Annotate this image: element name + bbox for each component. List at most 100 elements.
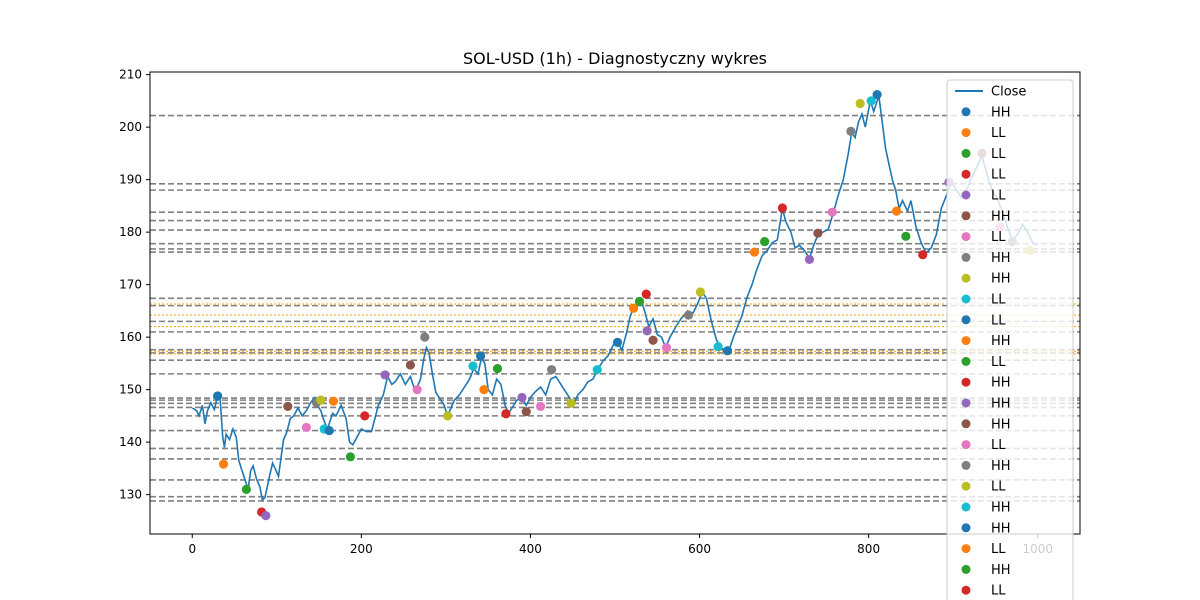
swing-point-marker <box>517 392 527 403</box>
legend-label: LL <box>991 230 1006 245</box>
swing-point-marker <box>846 126 856 136</box>
swing-point-marker <box>749 247 760 257</box>
legend-marker-swatch <box>961 419 971 429</box>
swing-point-marker <box>918 250 928 260</box>
swing-point-marker <box>479 385 489 395</box>
swing-point-marker <box>405 360 415 370</box>
legend-marker-swatch <box>961 211 971 221</box>
y-tick-label: 160 <box>119 330 142 344</box>
x-axis: 02004006008001000 <box>188 534 1053 556</box>
legend-label: HH <box>991 397 1011 412</box>
swing-point-marker <box>634 296 645 307</box>
legend-label: LL <box>991 355 1006 370</box>
legend-label: HH <box>991 459 1011 474</box>
x-tick-label: 400 <box>519 542 542 556</box>
legend-marker-swatch <box>961 481 971 491</box>
swing-point-marker <box>420 332 430 342</box>
legend-label: LL <box>991 480 1006 495</box>
swing-point-marker <box>501 409 511 419</box>
swing-point-marker <box>872 89 882 100</box>
legend-marker-swatch <box>961 273 971 283</box>
y-tick-label: 140 <box>119 435 142 449</box>
swing-point-marker <box>661 343 672 353</box>
swing-point-marker <box>777 203 788 213</box>
swing-point-marker <box>855 98 865 109</box>
legend-box <box>946 79 1074 600</box>
x-tick-label: 0 <box>188 542 196 556</box>
y-tick-label: 130 <box>119 488 142 502</box>
legend-marker-swatch <box>961 148 971 158</box>
x-tick-label: 800 <box>857 542 880 556</box>
swing-point-marker <box>827 207 837 217</box>
swing-point-marker <box>629 303 639 313</box>
legend-marker-swatch <box>961 440 971 450</box>
swing-point-marker <box>901 231 911 241</box>
legend-label: LL <box>991 168 1006 183</box>
swing-point-marker <box>641 289 651 299</box>
legend-label: HH <box>991 334 1011 349</box>
swing-point-marker <box>683 310 694 320</box>
y-tick-label: 170 <box>119 278 142 292</box>
swing-point-marker <box>566 398 576 408</box>
legend-marker-swatch <box>961 585 971 595</box>
y-tick-label: 150 <box>119 383 142 397</box>
swing-point-marker <box>468 361 478 371</box>
legend-marker-swatch <box>961 523 971 533</box>
swing-point-marker <box>760 236 770 247</box>
legend-label: HH <box>991 521 1011 536</box>
swing-point-marker <box>592 365 602 375</box>
legend-label: HH <box>991 417 1011 432</box>
legend-marker-swatch <box>961 356 971 366</box>
legend-marker-swatch <box>961 315 971 325</box>
swing-point-marker <box>412 385 422 395</box>
legend-marker-swatch <box>961 294 971 304</box>
legend-marker-swatch <box>961 544 971 554</box>
swing-point-marker <box>380 370 390 380</box>
legend-marker-swatch <box>961 377 971 387</box>
legend-label: Close <box>991 85 1026 100</box>
legend-marker-swatch <box>961 128 971 138</box>
y-tick-label: 190 <box>119 173 142 187</box>
swing-point-marker <box>891 206 902 216</box>
swing-point-marker <box>612 337 623 347</box>
x-tick-label: 600 <box>688 542 711 556</box>
x-tick-label: 200 <box>350 542 373 556</box>
swing-point-marker <box>443 411 453 421</box>
legend-label: LL <box>991 584 1006 599</box>
swing-point-marker <box>813 228 823 238</box>
legend-label: HH <box>991 105 1011 120</box>
y-tick-label: 210 <box>119 68 142 82</box>
legend: Close HH LL LL LL LL HH LL HH HH LL LL HH LL HH HH HH LL H… <box>946 79 1074 600</box>
legend-label: HH <box>991 209 1011 224</box>
swing-point-marker <box>866 96 876 106</box>
legend-marker-swatch <box>961 107 971 117</box>
swing-point-marker <box>546 365 557 375</box>
swing-point-marker <box>492 364 503 374</box>
legend-label: HH <box>991 376 1011 391</box>
legend-label: HH <box>991 563 1011 578</box>
swing-point-marker <box>521 407 531 417</box>
legend-label: HH <box>991 251 1011 266</box>
legend-label: LL <box>991 126 1006 141</box>
swing-point-marker <box>301 422 312 433</box>
legend-marker-swatch <box>961 398 971 408</box>
swing-point-marker <box>218 459 229 469</box>
swing-point-marker <box>648 335 658 345</box>
swing-point-marker <box>475 351 486 361</box>
swing-point-marker <box>316 395 326 405</box>
legend-label: LL <box>991 189 1006 204</box>
swing-point-marker <box>324 425 334 436</box>
swing-point-marker <box>261 511 271 521</box>
swing-point-marker <box>642 326 652 336</box>
legend-label: LL <box>991 438 1006 453</box>
swing-point-marker <box>328 396 339 406</box>
swing-point-marker <box>360 411 370 421</box>
plot-frame <box>149 71 1081 535</box>
legend-marker-swatch <box>961 190 971 200</box>
swing-point-marker <box>213 391 223 401</box>
legend-marker-swatch <box>961 502 971 512</box>
legend-marker-swatch <box>961 169 971 179</box>
swing-point-marker <box>713 341 723 352</box>
legend-label: LL <box>991 147 1006 162</box>
legend-label: LL <box>991 293 1006 308</box>
